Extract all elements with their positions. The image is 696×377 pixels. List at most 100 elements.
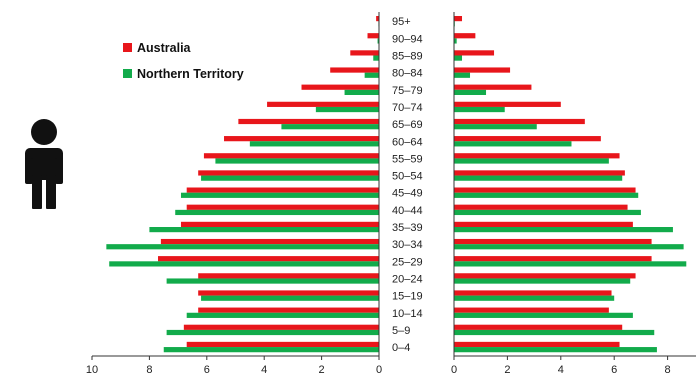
- age-label: 65–69: [392, 119, 423, 131]
- age-label: 20–24: [392, 273, 423, 285]
- legend-swatch-northern-territory: [123, 69, 132, 78]
- age-label: 30–34: [392, 239, 423, 251]
- bar-right-northern-territory-3: [454, 295, 615, 301]
- bar-right-australia-17: [454, 50, 495, 56]
- bar-right-australia-0: [454, 341, 620, 348]
- bar-right-australia-13: [454, 118, 585, 125]
- legend-swatch-australia: [123, 43, 132, 52]
- age-label: 55–59: [392, 153, 423, 165]
- bar-left-northern-territory-15: [344, 89, 379, 95]
- right-bars: [454, 16, 687, 353]
- right-tick-label: 8: [665, 364, 671, 376]
- bar-left-northern-territory-6: [106, 244, 379, 250]
- bar-right-northern-territory-6: [454, 244, 684, 250]
- bar-right-northern-territory-12: [454, 141, 572, 147]
- bar-right-northern-territory-14: [454, 106, 505, 113]
- left-tick-label: 10: [86, 364, 98, 376]
- bar-right-australia-6: [454, 238, 652, 245]
- bar-left-australia-9: [186, 187, 379, 193]
- bar-left-northern-territory-7: [149, 227, 379, 233]
- bar-left-australia-4: [198, 273, 379, 279]
- bar-left-australia-19: [376, 16, 379, 22]
- age-label: 10–14: [392, 308, 423, 320]
- bar-right-australia-16: [454, 67, 511, 73]
- bar-right-australia-1: [454, 324, 623, 330]
- bar-right-northern-territory-2: [454, 312, 633, 318]
- bar-left-australia-0: [186, 341, 379, 348]
- bar-right-australia-5: [454, 256, 652, 262]
- age-label: 50–54: [392, 171, 423, 183]
- bar-left-australia-12: [224, 136, 379, 142]
- bar-right-northern-territory-16: [454, 72, 471, 78]
- bar-left-northern-territory-5: [109, 261, 379, 267]
- left-tick-label: 2: [319, 364, 325, 376]
- bar-right-australia-14: [454, 101, 561, 107]
- age-label: 75–79: [392, 85, 423, 97]
- age-label: 85–89: [392, 51, 423, 63]
- left-tick-label: 4: [261, 364, 267, 376]
- age-label: 5–9: [392, 325, 410, 337]
- bar-left-northern-territory-10: [201, 175, 379, 181]
- age-label: 40–44: [392, 205, 423, 217]
- bar-left-australia-7: [180, 221, 379, 227]
- age-label: 60–64: [392, 136, 423, 148]
- bar-left-northern-territory-12: [249, 141, 379, 147]
- bar-right-northern-territory-4: [454, 278, 631, 284]
- age-label: 70–74: [392, 102, 423, 114]
- left-tick-label: 0: [376, 364, 382, 376]
- bar-right-australia-2: [454, 307, 609, 313]
- bar-left-northern-territory-9: [180, 192, 379, 198]
- bar-right-northern-territory-0: [454, 347, 657, 353]
- bar-right-northern-territory-11: [454, 158, 609, 164]
- age-labels: 0–4 5–9 10–14 15–19 20–24 25–29 30–34 35–39 40–4…: [392, 16, 423, 354]
- bar-right-northern-territory-9: [454, 192, 639, 198]
- bar-left-northern-territory-0: [163, 347, 379, 353]
- bar-right-australia-19: [454, 16, 463, 22]
- bar-right-northern-territory-15: [454, 89, 487, 95]
- bar-left-northern-territory-11: [215, 158, 379, 164]
- legend-label-northern-territory: Northern Territory: [137, 67, 244, 81]
- bar-left-australia-10: [198, 170, 379, 176]
- bar-left-australia-1: [183, 324, 379, 330]
- bar-left-australia-18: [367, 33, 379, 39]
- bar-left-australia-6: [160, 238, 379, 245]
- bar-left-australia-17: [350, 50, 379, 56]
- bar-left-northern-territory-13: [281, 124, 379, 130]
- bar-right-australia-10: [454, 170, 625, 176]
- bar-left-australia-11: [203, 153, 379, 159]
- bar-left-australia-3: [198, 290, 379, 296]
- bar-left-australia-2: [198, 307, 379, 313]
- bar-right-northern-territory-1: [454, 329, 655, 336]
- bar-left-northern-territory-16: [364, 72, 379, 78]
- left-tick-label: 6: [204, 364, 210, 376]
- bar-right-northern-territory-8: [454, 209, 641, 216]
- right-tick-label: 4: [558, 364, 564, 376]
- bar-left-australia-13: [238, 118, 379, 125]
- bar-right-northern-territory-17: [454, 55, 463, 61]
- bar-right-northern-territory-10: [454, 175, 623, 181]
- right-tick-label: 6: [611, 364, 617, 376]
- bar-right-australia-11: [454, 153, 620, 159]
- bar-right-australia-7: [454, 221, 633, 227]
- bar-left-northern-territory-1: [166, 329, 379, 336]
- chart-legend: Australia Northern Territory: [123, 41, 244, 81]
- bar-right-australia-9: [454, 187, 636, 193]
- bar-right-australia-15: [454, 84, 532, 90]
- right-tick-label: 0: [451, 364, 457, 376]
- bar-left-australia-15: [301, 84, 379, 90]
- bar-right-northern-territory-18: [454, 38, 457, 44]
- bar-left-northern-territory-18: [377, 38, 379, 44]
- legend-label-australia: Australia: [137, 41, 192, 55]
- person-icon: [25, 119, 63, 209]
- bar-left-northern-territory-2: [186, 312, 379, 318]
- age-label: 95+: [392, 16, 411, 28]
- age-label: 25–29: [392, 256, 423, 268]
- bar-right-australia-8: [454, 204, 628, 210]
- age-label: 35–39: [392, 222, 423, 234]
- bar-left-northern-territory-8: [175, 209, 379, 216]
- left-bars: [106, 16, 379, 353]
- axes: 10 8 6 4 2 0 0 2 4 6 8: [86, 12, 696, 376]
- bar-left-australia-5: [158, 256, 379, 262]
